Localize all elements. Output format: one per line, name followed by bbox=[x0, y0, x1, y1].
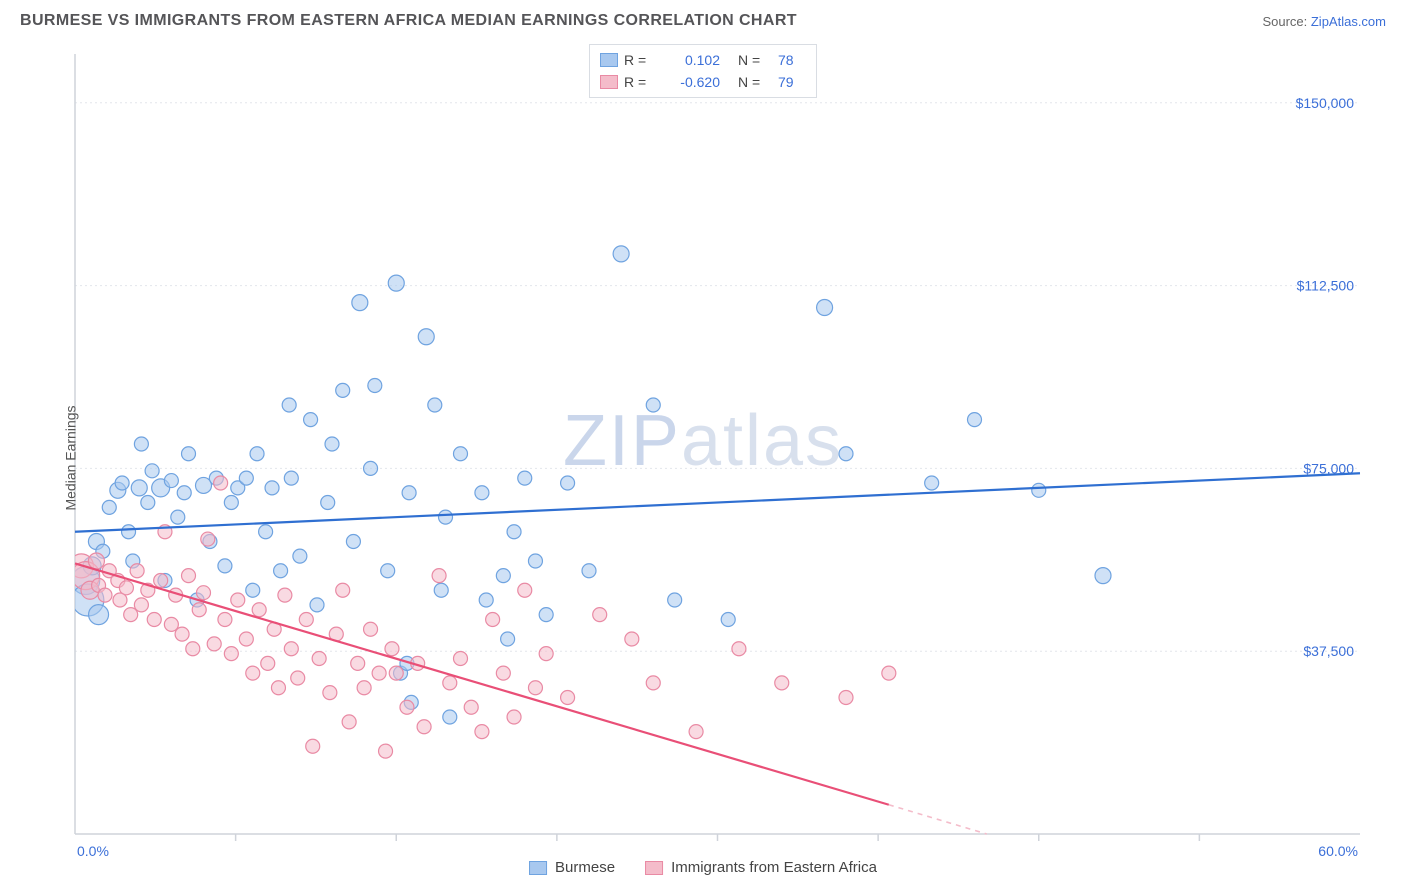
source-label: Source: ZipAtlas.com bbox=[1262, 14, 1386, 29]
svg-text:$150,000: $150,000 bbox=[1296, 95, 1355, 111]
legend-series: Burmese Immigrants from Eastern Africa bbox=[529, 859, 877, 876]
header: BURMESE VS IMMIGRANTS FROM EASTERN AFRIC… bbox=[0, 0, 1406, 38]
legend-label: Immigrants from Eastern Africa bbox=[671, 859, 877, 876]
legend-correlation: R =0.102N =78R =-0.620N =79 bbox=[589, 44, 817, 98]
legend-swatch bbox=[645, 861, 663, 875]
svg-text:60.0%: 60.0% bbox=[1318, 843, 1358, 859]
legend-swatch bbox=[529, 861, 547, 875]
legend-row: R =-0.620N =79 bbox=[600, 71, 806, 93]
legend-row: R =0.102N =78 bbox=[600, 49, 806, 71]
svg-text:$112,500: $112,500 bbox=[1297, 278, 1355, 294]
scatter-chart: $37,500$75,000$112,500$150,0000.0%60.0% bbox=[20, 44, 1386, 872]
chart-container: Median Earnings ZIPatlas $37,500$75,000$… bbox=[20, 44, 1386, 872]
r-value: -0.620 bbox=[664, 74, 720, 90]
legend-label: Burmese bbox=[555, 859, 615, 876]
r-value: 0.102 bbox=[664, 52, 720, 68]
legend-swatch bbox=[600, 75, 618, 89]
n-value: 78 bbox=[778, 52, 806, 68]
y-axis-label: Median Earnings bbox=[63, 405, 79, 510]
source-link[interactable]: ZipAtlas.com bbox=[1311, 14, 1386, 29]
chart-title: BURMESE VS IMMIGRANTS FROM EASTERN AFRIC… bbox=[20, 12, 797, 30]
n-value: 79 bbox=[778, 74, 806, 90]
legend-item: Immigrants from Eastern Africa bbox=[645, 859, 877, 876]
legend-swatch bbox=[600, 53, 618, 67]
legend-item: Burmese bbox=[529, 859, 615, 876]
svg-text:$37,500: $37,500 bbox=[1303, 643, 1354, 659]
svg-text:0.0%: 0.0% bbox=[77, 843, 109, 859]
